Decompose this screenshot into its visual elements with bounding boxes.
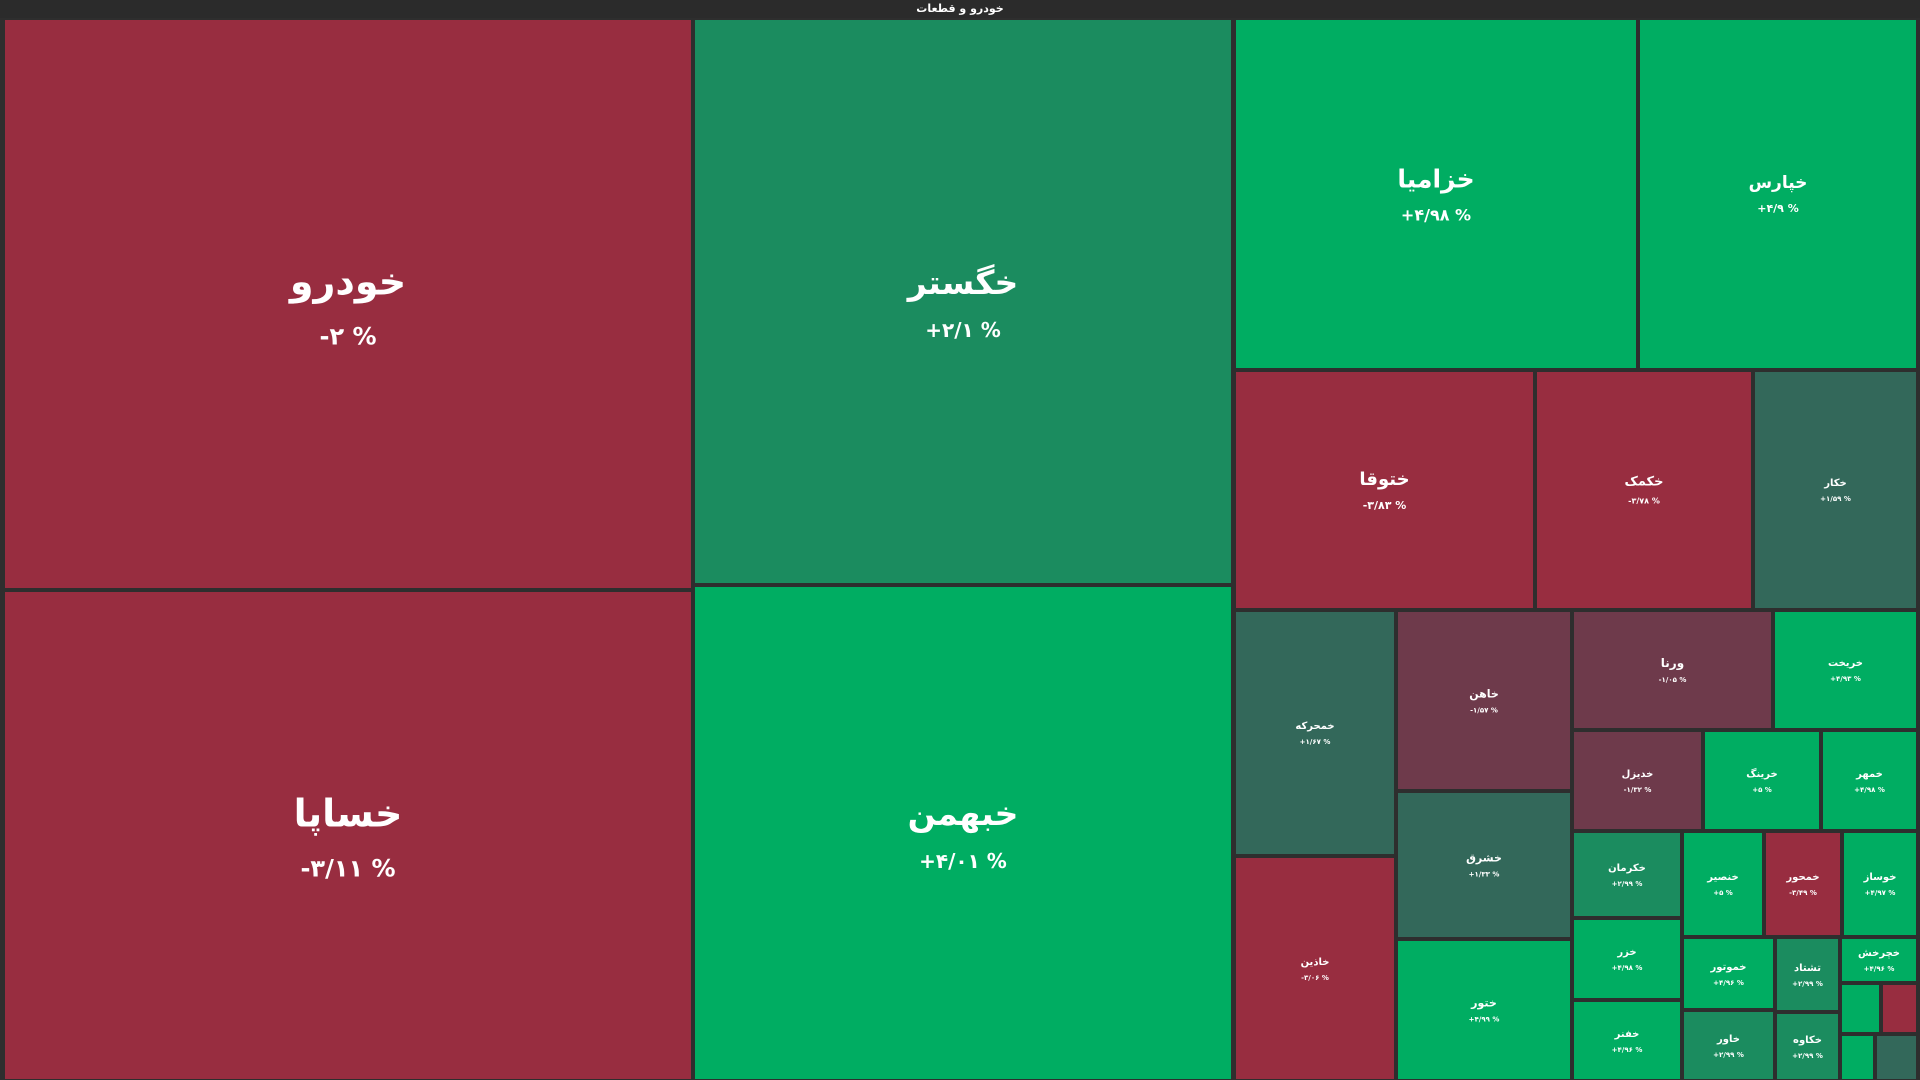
treemap-tile[interactable]: خبهمن +۴/۰۱ % <box>695 587 1231 1079</box>
treemap-tile[interactable]: ورنا -۱/۰۵ % <box>1574 612 1771 728</box>
tile-change: -۳/۷۸ % <box>1628 496 1660 506</box>
treemap-tile[interactable]: خنصیر +۵ % <box>1684 833 1762 935</box>
tile-change: +۴/۹۸ % <box>1400 205 1472 225</box>
tile-change: -۳/۰۶ % <box>1301 973 1329 982</box>
treemap-tile[interactable]: خشرق +۱/۳۳ % <box>1398 793 1570 937</box>
tile-name: خچرخش <box>1858 948 1900 959</box>
tile-change: -۱/۳۲ % <box>1623 785 1652 794</box>
tile-change: +۱/۶۷ % <box>1299 738 1331 746</box>
tile-change: +۲/۱ % <box>925 317 1001 342</box>
tile-change: +۲/۹۹ % <box>1792 1051 1823 1060</box>
tile-name: خکمک <box>1624 474 1664 490</box>
tile-change: +۴/۹۳ % <box>1830 675 1861 683</box>
tile-name: ورنا <box>1660 656 1685 670</box>
tile-change: +۴/۹۶ % <box>1863 965 1895 973</box>
treemap-tile[interactable]: خپارس +۴/۹ % <box>1640 20 1916 368</box>
tile-change: +۴/۹۸ % <box>1854 785 1885 794</box>
treemap-tile[interactable]: تشتاد +۲/۹۹ % <box>1777 939 1838 1010</box>
treemap-tile[interactable]: ختور +۴/۹۹ % <box>1398 941 1570 1079</box>
treemap-tile[interactable]: خساپا -۳/۱۱ % <box>5 592 691 1079</box>
tile-name: تشتاد <box>1794 962 1821 974</box>
treemap-tile[interactable]: خکرمان +۲/۹۹ % <box>1574 833 1680 916</box>
treemap-tile[interactable]: خمهر +۴/۹۸ % <box>1823 732 1916 829</box>
treemap-tile[interactable]: خاور +۲/۹۹ % <box>1684 1012 1773 1079</box>
tile-name: ختوقا <box>1359 469 1410 490</box>
tile-change: +۱/۳۳ % <box>1468 870 1500 879</box>
treemap-tile[interactable]: خمحور -۳/۴۹ % <box>1766 833 1840 935</box>
tile-change: -۳/۱۱ % <box>300 854 396 882</box>
treemap-tile[interactable] <box>1877 1036 1916 1079</box>
treemap-tile[interactable]: خاهن -۱/۵۷ % <box>1398 612 1570 789</box>
treemap-tile[interactable]: خکار +۱/۵۹ % <box>1755 372 1916 608</box>
tile-name: خکرمان <box>1608 862 1646 874</box>
tile-change: +۴/۹ % <box>1757 202 1799 215</box>
tile-change: -۲ % <box>319 322 377 351</box>
tile-name: خوساز <box>1863 872 1897 883</box>
treemap-tile[interactable]: خوساز +۴/۹۷ % <box>1844 833 1916 935</box>
tile-name: خکار <box>1824 478 1847 489</box>
tile-name: خفنر <box>1614 1028 1640 1040</box>
tile-name: خزامیا <box>1397 164 1475 194</box>
tile-change: +۴/۹۶ % <box>1713 978 1744 987</box>
tile-change: +۲/۹۹ % <box>1611 879 1643 888</box>
tile-name: خودرو <box>289 259 407 304</box>
treemap-tile[interactable]: خمحرکه +۱/۶۷ % <box>1236 612 1394 854</box>
treemap-tile[interactable]: خزامیا +۴/۹۸ % <box>1236 20 1636 368</box>
treemap-tile[interactable]: خموتور +۴/۹۶ % <box>1684 939 1773 1008</box>
tile-change: +۴/۹۸ % <box>1611 964 1643 972</box>
treemap-tile[interactable]: خچرخش +۴/۹۶ % <box>1842 939 1916 981</box>
treemap-title: خودرو و قطعات <box>0 0 1920 18</box>
tile-name: خکاوه <box>1793 1034 1822 1046</box>
tile-change: -۱/۰۵ % <box>1658 676 1687 684</box>
tile-change: -۳/۸۳ % <box>1362 499 1407 512</box>
tile-change: +۵ % <box>1713 889 1733 897</box>
treemap-tile[interactable]: خاذین -۳/۰۶ % <box>1236 858 1394 1079</box>
tile-name: خدیزل <box>1621 768 1654 780</box>
tile-name: خریخت <box>1828 658 1863 669</box>
treemap-tile[interactable] <box>1883 985 1916 1032</box>
treemap-tile[interactable]: خدیزل -۱/۳۲ % <box>1574 732 1701 829</box>
tile-change: +۱/۵۹ % <box>1820 495 1851 503</box>
tile-name: خاهن <box>1469 687 1499 700</box>
tile-name: خرینگ <box>1746 768 1778 780</box>
treemap-tile[interactable] <box>1842 1036 1873 1079</box>
tile-change: +۲/۹۹ % <box>1792 979 1823 988</box>
tile-name: ختور <box>1471 996 1497 1010</box>
tile-name: خموتور <box>1710 961 1747 973</box>
tile-change: +۲/۹۹ % <box>1713 1050 1744 1059</box>
treemap-tile[interactable]: خزر +۴/۹۸ % <box>1574 920 1680 998</box>
treemap-tile[interactable]: ختوقا -۳/۸۳ % <box>1236 372 1533 608</box>
treemap-tile[interactable]: خفنر +۴/۹۶ % <box>1574 1002 1680 1079</box>
treemap-tile[interactable]: خکمک -۳/۷۸ % <box>1537 372 1751 608</box>
tile-change: +۴/۹۹ % <box>1468 1015 1500 1024</box>
treemap-tile[interactable]: خرینگ +۵ % <box>1705 732 1819 829</box>
tile-change: +۵ % <box>1752 785 1772 794</box>
tile-name: خمهر <box>1856 768 1883 780</box>
tile-name: خمحرکه <box>1295 721 1335 732</box>
tile-name: خشرق <box>1466 851 1502 865</box>
tile-change: +۴/۹۶ % <box>1611 1045 1643 1054</box>
tile-name: خاور <box>1717 1033 1740 1045</box>
treemap: خودرو -۲ % خساپا -۳/۱۱ % خگستر +۲/۱ % خبهمن +۴/… <box>0 18 1920 1080</box>
tile-change: -۳/۴۹ % <box>1789 889 1817 897</box>
tile-change: +۴/۹۷ % <box>1864 889 1896 897</box>
treemap-tile[interactable]: خکاوه +۲/۹۹ % <box>1777 1014 1838 1079</box>
tile-name: خساپا <box>293 791 403 835</box>
tile-name: خزر <box>1617 947 1637 958</box>
tile-name: خبهمن <box>907 794 1019 833</box>
treemap-tile[interactable]: خریخت +۴/۹۳ % <box>1775 612 1916 728</box>
tile-change: -۱/۵۷ % <box>1470 706 1498 714</box>
tile-name: خمحور <box>1786 872 1820 883</box>
tile-name: خاذین <box>1300 956 1330 968</box>
tile-change: +۴/۰۱ % <box>919 849 1007 873</box>
treemap-tile[interactable] <box>1842 985 1879 1032</box>
tile-name: خنصیر <box>1707 872 1739 883</box>
treemap-tile[interactable]: خودرو -۲ % <box>5 20 691 588</box>
treemap-tile[interactable]: خگستر +۲/۱ % <box>695 20 1231 583</box>
tile-name: خپارس <box>1748 173 1808 193</box>
tile-name: خگستر <box>907 262 1019 302</box>
